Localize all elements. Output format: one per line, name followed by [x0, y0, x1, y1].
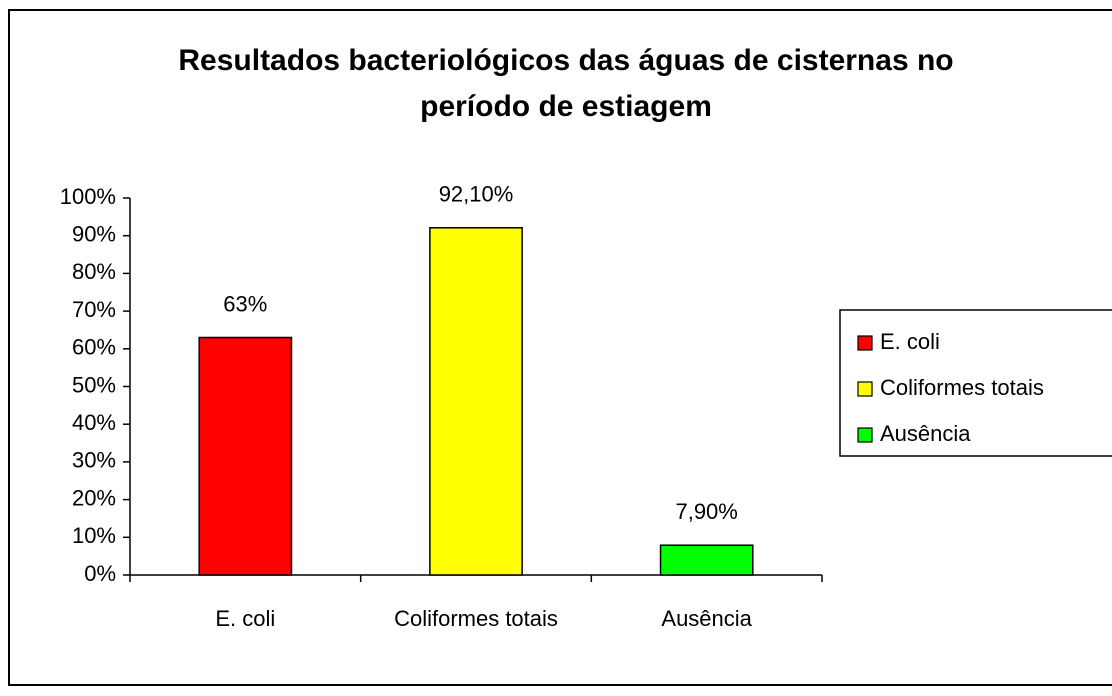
chart-frame: [8, 9, 1112, 686]
y-tick-label: 10%: [72, 523, 116, 548]
y-tick-label: 70%: [72, 297, 116, 322]
legend-swatch: [857, 335, 873, 351]
y-tick-label: 20%: [72, 485, 116, 510]
bar: [429, 227, 523, 576]
data-label: 92,10%: [439, 182, 514, 207]
chart-title: Resultados bacteriológicos das águas de …: [178, 44, 954, 123]
y-tick-label: 40%: [72, 410, 116, 435]
x-tick-label: Ausência: [661, 606, 752, 631]
data-label: 7,90%: [675, 499, 737, 524]
legend-swatch: [857, 427, 873, 443]
legend-label: Coliformes totais: [880, 375, 1044, 400]
legend-label: E. coli: [880, 329, 940, 354]
legend-box: [839, 309, 1112, 457]
bar: [659, 544, 754, 576]
y-tick-label: 80%: [72, 259, 116, 284]
y-tick-label: 30%: [72, 448, 116, 473]
y-tick-label: 60%: [72, 335, 116, 360]
y-tick-label: 90%: [72, 222, 116, 247]
bar: [198, 336, 293, 576]
legend-label: Ausência: [880, 421, 971, 446]
x-tick-label: Coliformes totais: [394, 606, 558, 631]
x-tick-label: E. coli: [215, 606, 276, 631]
y-tick-label: 0%: [84, 561, 116, 586]
legend-swatch: [857, 381, 873, 397]
y-tick-label: 50%: [72, 372, 116, 397]
data-label: 63%: [223, 291, 267, 316]
y-tick-label: 100%: [60, 184, 116, 209]
